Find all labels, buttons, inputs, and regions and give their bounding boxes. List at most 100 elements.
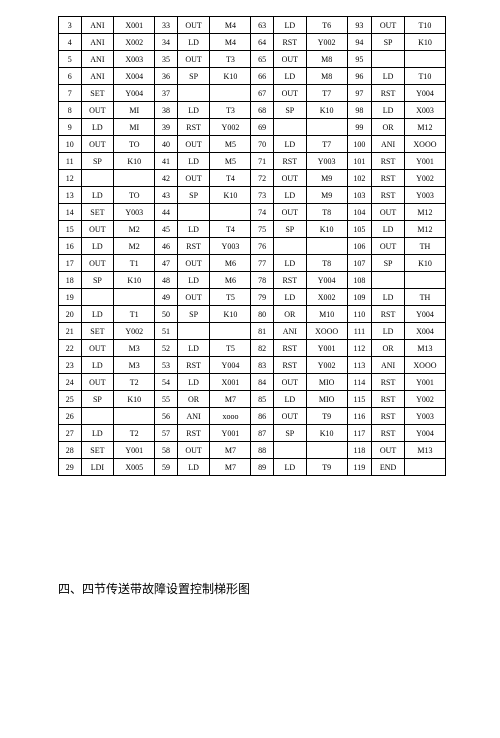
table-cell: SP (81, 391, 114, 408)
table-cell: RST (273, 34, 306, 51)
table-cell: SP (81, 153, 114, 170)
table-cell: 100 (347, 136, 372, 153)
table-row: 29LDIX00559LDM789LDT9119END (59, 459, 446, 476)
table-cell: 8 (59, 102, 82, 119)
table-cell: M4 (210, 17, 251, 34)
table-cell: OUT (81, 136, 114, 153)
table-cell: OUT (372, 204, 405, 221)
table-cell: M9 (306, 170, 347, 187)
table-row: 9LDMI39RSTY0026999ORM12 (59, 119, 446, 136)
table-cell: M13 (404, 442, 445, 459)
table-row: 3ANIX00133OUTM463LDT693OUTT10 (59, 17, 446, 34)
table-cell: LD (372, 221, 405, 238)
table-cell: Y004 (114, 85, 155, 102)
table-row: 20LDT150SPK1080ORM10110RSTY004 (59, 306, 446, 323)
table-cell: M7 (210, 391, 251, 408)
table-cell: RST (273, 340, 306, 357)
table-cell: RST (177, 238, 210, 255)
table-cell: X002 (306, 289, 347, 306)
table-cell: 116 (347, 408, 372, 425)
table-cell: LD (273, 289, 306, 306)
table-cell: Y001 (210, 425, 251, 442)
table-cell: 104 (347, 204, 372, 221)
table-cell: T9 (306, 459, 347, 476)
table-cell: 48 (155, 272, 178, 289)
table-cell (81, 170, 114, 187)
table-cell: LD (177, 221, 210, 238)
table-cell: MI (114, 102, 155, 119)
section-caption: 四、四节传送带故障设置控制梯形图 (58, 580, 250, 597)
table-cell: 10 (59, 136, 82, 153)
table-cell: Y003 (404, 408, 445, 425)
table-cell: RST (177, 425, 210, 442)
table-row: 7SETY0043767OUTT797RSTY004 (59, 85, 446, 102)
table-cell: Y004 (404, 425, 445, 442)
table-cell: RST (372, 187, 405, 204)
table-cell: 3 (59, 17, 82, 34)
table-cell: M6 (210, 272, 251, 289)
table-cell: XOOO (404, 136, 445, 153)
table-cell: Y002 (114, 323, 155, 340)
table-cell: X002 (114, 34, 155, 51)
table-cell: 77 (251, 255, 274, 272)
table-cell: M3 (114, 340, 155, 357)
table-cell: LDI (81, 459, 114, 476)
table-row: 24OUTT254LDX00184OUTMIO114RSTY001 (59, 374, 446, 391)
table-cell: T3 (210, 51, 251, 68)
table-cell: M5 (210, 136, 251, 153)
table-cell: 72 (251, 170, 274, 187)
table-cell: SET (81, 204, 114, 221)
table-cell: 40 (155, 136, 178, 153)
table-row: 27LDT257RSTY00187SPK10117RSTY004 (59, 425, 446, 442)
table-cell: M7 (210, 459, 251, 476)
table-cell: T10 (404, 17, 445, 34)
table-cell: xooo (210, 408, 251, 425)
table-cell: SP (81, 272, 114, 289)
table-cell: LD (177, 34, 210, 51)
table-cell: 107 (347, 255, 372, 272)
table-cell: T7 (306, 136, 347, 153)
instruction-table: 3ANIX00133OUTM463LDT693OUTT104ANIX00234L… (58, 16, 446, 476)
table-row: 21SETY0025181ANIXOOO111LDX004 (59, 323, 446, 340)
table-cell: K10 (306, 425, 347, 442)
table-cell: K10 (210, 68, 251, 85)
table-cell: OUT (177, 170, 210, 187)
table-cell: RST (372, 85, 405, 102)
table-cell: OUT (273, 51, 306, 68)
table-cell: Y002 (404, 391, 445, 408)
table-cell (306, 442, 347, 459)
table-cell: ANI (177, 408, 210, 425)
table-cell (114, 170, 155, 187)
table-row: 10OUTTO40OUTM570LDT7100ANIXOOO (59, 136, 446, 153)
table-cell: 105 (347, 221, 372, 238)
table-cell: XOOO (306, 323, 347, 340)
table-cell: ANI (273, 323, 306, 340)
table-cell: 14 (59, 204, 82, 221)
table-cell: X004 (114, 68, 155, 85)
table-cell: LD (273, 459, 306, 476)
table-cell: 95 (347, 51, 372, 68)
table-row: 1949OUTT579LDX002109LDTH (59, 289, 446, 306)
table-cell: 118 (347, 442, 372, 459)
table-cell: 47 (155, 255, 178, 272)
table-cell: RST (273, 272, 306, 289)
table-cell (177, 323, 210, 340)
table-cell: M5 (210, 153, 251, 170)
table-cell: M3 (114, 357, 155, 374)
table-cell: LD (372, 289, 405, 306)
table-cell: SP (177, 187, 210, 204)
table-cell: OUT (177, 255, 210, 272)
table-cell: RST (372, 306, 405, 323)
table-cell: T5 (210, 289, 251, 306)
table-cell: 16 (59, 238, 82, 255)
table-cell: 73 (251, 187, 274, 204)
table-cell: M6 (210, 255, 251, 272)
table-cell: Y004 (210, 357, 251, 374)
table-cell: LD (177, 153, 210, 170)
table-cell: T1 (114, 255, 155, 272)
table-cell: Y003 (114, 204, 155, 221)
table-cell: T8 (306, 204, 347, 221)
table-cell: TH (404, 289, 445, 306)
table-cell: RST (372, 391, 405, 408)
table-cell: Y001 (306, 340, 347, 357)
